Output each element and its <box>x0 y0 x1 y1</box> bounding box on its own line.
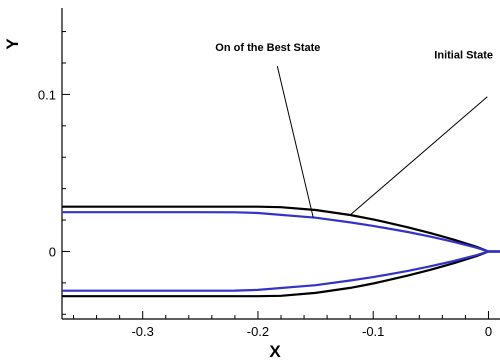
best-state-upper-line <box>62 211 500 253</box>
x-tick-label: -0.3 <box>131 324 153 339</box>
initial-state-upper-line <box>62 205 500 253</box>
x-tick-label: -0.2 <box>247 324 269 339</box>
initial-state-leader-line <box>349 96 488 216</box>
best-state-leader-line <box>276 66 314 218</box>
best-state-annotation: On of the Best State <box>215 42 320 54</box>
x-axis-label: X <box>269 342 281 361</box>
x-tick-label: -0.1 <box>362 324 384 339</box>
annotation-layer: On of the Best State Initial State <box>215 42 493 218</box>
curve-layer <box>62 205 500 298</box>
initial-state-lower-line <box>62 250 500 298</box>
y-tick-label: 0.1 <box>38 87 56 102</box>
tick-layer <box>62 31 489 319</box>
y-tick-label: 0 <box>49 244 56 259</box>
y-axis-label: Y <box>3 38 22 50</box>
tick-label-layer: -0.3 -0.2 -0.1 0 0 0.1 <box>38 87 492 339</box>
initial-state-annotation: Initial State <box>434 50 493 62</box>
x-tick-label: 0 <box>485 324 492 339</box>
best-state-lower-line <box>62 250 500 292</box>
